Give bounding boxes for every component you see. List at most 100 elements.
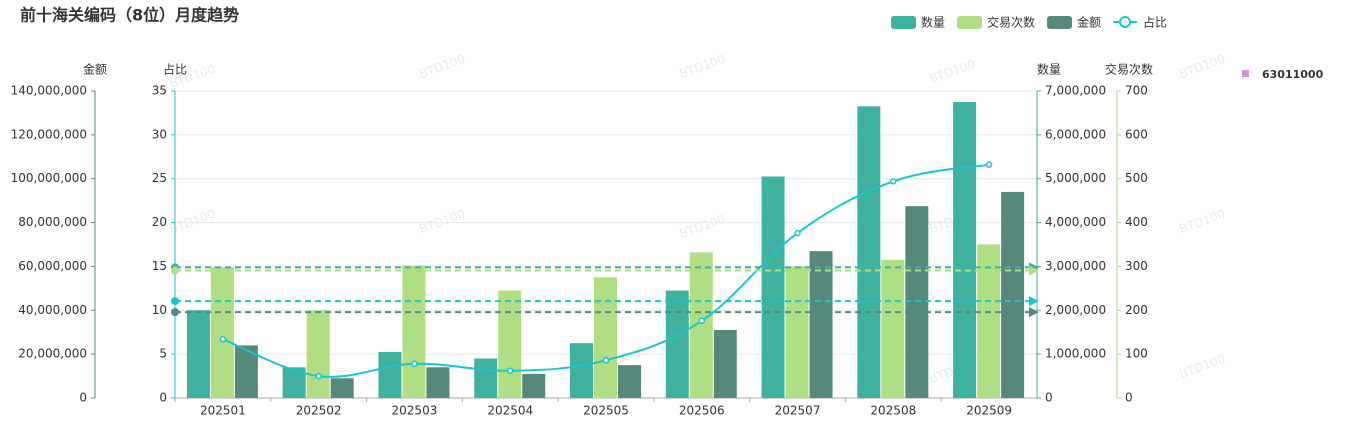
watermark: BTD100 <box>677 52 727 81</box>
bar <box>761 176 785 398</box>
y-tick-label: 100 <box>1125 347 1148 361</box>
y-tick-label: 0 <box>79 391 87 405</box>
legend-swatch <box>957 16 983 29</box>
y-tick-label: 140,000,000 <box>11 84 87 98</box>
bar <box>210 267 234 398</box>
chart-title: 前十海关编码（8位）月度趋势 <box>20 6 239 25</box>
y-tick-label: 7,000,000 <box>1045 84 1106 98</box>
bar <box>977 244 1001 398</box>
y-tick-label: 6,000,000 <box>1045 127 1106 141</box>
x-tick-label: 202503 <box>392 404 438 418</box>
x-tick-label: 202506 <box>679 404 725 418</box>
x-tick-label: 202509 <box>966 404 1012 418</box>
bar <box>1001 191 1025 398</box>
legend-swatch <box>1047 16 1073 29</box>
y-tick-label: 100,000,000 <box>11 171 87 185</box>
y-tick-label: 35 <box>152 84 167 98</box>
x-tick-label: 202505 <box>583 404 629 418</box>
average-start <box>171 266 179 275</box>
bar <box>186 310 210 398</box>
bar <box>881 259 905 398</box>
y-tick-label: 1,000,000 <box>1045 347 1106 361</box>
x-tick-label: 202504 <box>487 404 533 418</box>
bar <box>474 358 498 398</box>
y-tick-label: 2,000,000 <box>1045 303 1106 317</box>
line-point <box>698 317 706 325</box>
bar <box>953 101 977 398</box>
x-tick-label: 202502 <box>296 404 342 418</box>
bar <box>378 351 402 398</box>
bar <box>426 367 450 398</box>
bar <box>594 277 617 398</box>
watermark: BTD100 <box>417 52 467 81</box>
bar <box>809 251 833 398</box>
y-tick-label: 25 <box>152 171 167 185</box>
y-tick-label: 30 <box>152 127 167 141</box>
watermark: BTD100 <box>1177 207 1227 236</box>
filter-swatch <box>1242 70 1249 77</box>
average-arrow <box>1029 296 1039 307</box>
bar <box>282 367 306 398</box>
bar <box>665 290 689 398</box>
legend-label: 数量 <box>921 15 945 30</box>
bar <box>330 378 354 398</box>
bar <box>570 343 593 398</box>
average-arrow <box>1029 307 1039 318</box>
bar <box>785 266 809 398</box>
x-tick-label: 202501 <box>200 404 246 418</box>
watermark: BTD100 <box>677 212 727 241</box>
watermark: BTD100 <box>1177 352 1227 381</box>
legend-item: 金额 <box>1047 15 1101 30</box>
y-tick-label: 10 <box>152 303 167 317</box>
line-point <box>219 335 227 343</box>
y-axis-title: 金额 <box>83 62 107 77</box>
y-tick-label: 300 <box>1125 259 1148 273</box>
y-axis-title: 交易次数 <box>1105 62 1153 77</box>
y-tick-label: 60,000,000 <box>18 259 87 273</box>
line-point <box>890 178 897 185</box>
y-tick-label: 4,000,000 <box>1045 215 1106 229</box>
line-point <box>506 367 514 375</box>
filter-label: 63011000 <box>1262 68 1324 81</box>
bar <box>618 365 641 398</box>
legend-item: 交易次数 <box>957 15 1035 30</box>
legend-item: 占比 <box>1113 15 1167 30</box>
bar <box>306 310 330 398</box>
x-tick-label: 202507 <box>775 404 821 418</box>
y-tick-label: 200 <box>1125 303 1148 317</box>
line-point <box>794 229 801 237</box>
line-point <box>411 360 418 368</box>
bar <box>522 373 546 398</box>
average-start <box>171 297 179 306</box>
legend-label: 交易次数 <box>987 15 1035 30</box>
y-axis-title: 数量 <box>1037 62 1061 77</box>
average-arrow <box>1029 265 1039 276</box>
y-tick-label: 0 <box>1045 391 1053 405</box>
watermark: BTD100 <box>1177 52 1227 81</box>
bar <box>498 290 522 398</box>
line-point <box>602 357 610 364</box>
y-tick-label: 5 <box>159 347 167 361</box>
y-tick-label: 600 <box>1125 127 1148 141</box>
y-tick-label: 0 <box>159 391 167 405</box>
y-tick-label: 80,000,000 <box>18 215 87 229</box>
y-tick-label: 700 <box>1125 84 1148 98</box>
bar <box>689 252 713 398</box>
y-tick-label: 400 <box>1125 215 1148 229</box>
bar <box>713 330 737 398</box>
line-point <box>315 372 322 380</box>
y-tick-label: 20 <box>152 215 167 229</box>
legend-swatch <box>891 16 916 29</box>
y-tick-label: 3,000,000 <box>1045 259 1106 273</box>
y-axis-title: 占比 <box>163 62 187 77</box>
y-tick-label: 5,000,000 <box>1045 171 1106 185</box>
watermark: BTD100 <box>417 207 467 236</box>
y-tick-label: 15 <box>152 259 167 273</box>
watermark: BTD100 <box>927 57 977 86</box>
y-tick-label: 40,000,000 <box>18 303 87 317</box>
y-tick-label: 500 <box>1125 171 1148 185</box>
legend-label: 金额 <box>1077 15 1101 30</box>
bar <box>402 265 426 398</box>
line-point <box>985 161 993 168</box>
